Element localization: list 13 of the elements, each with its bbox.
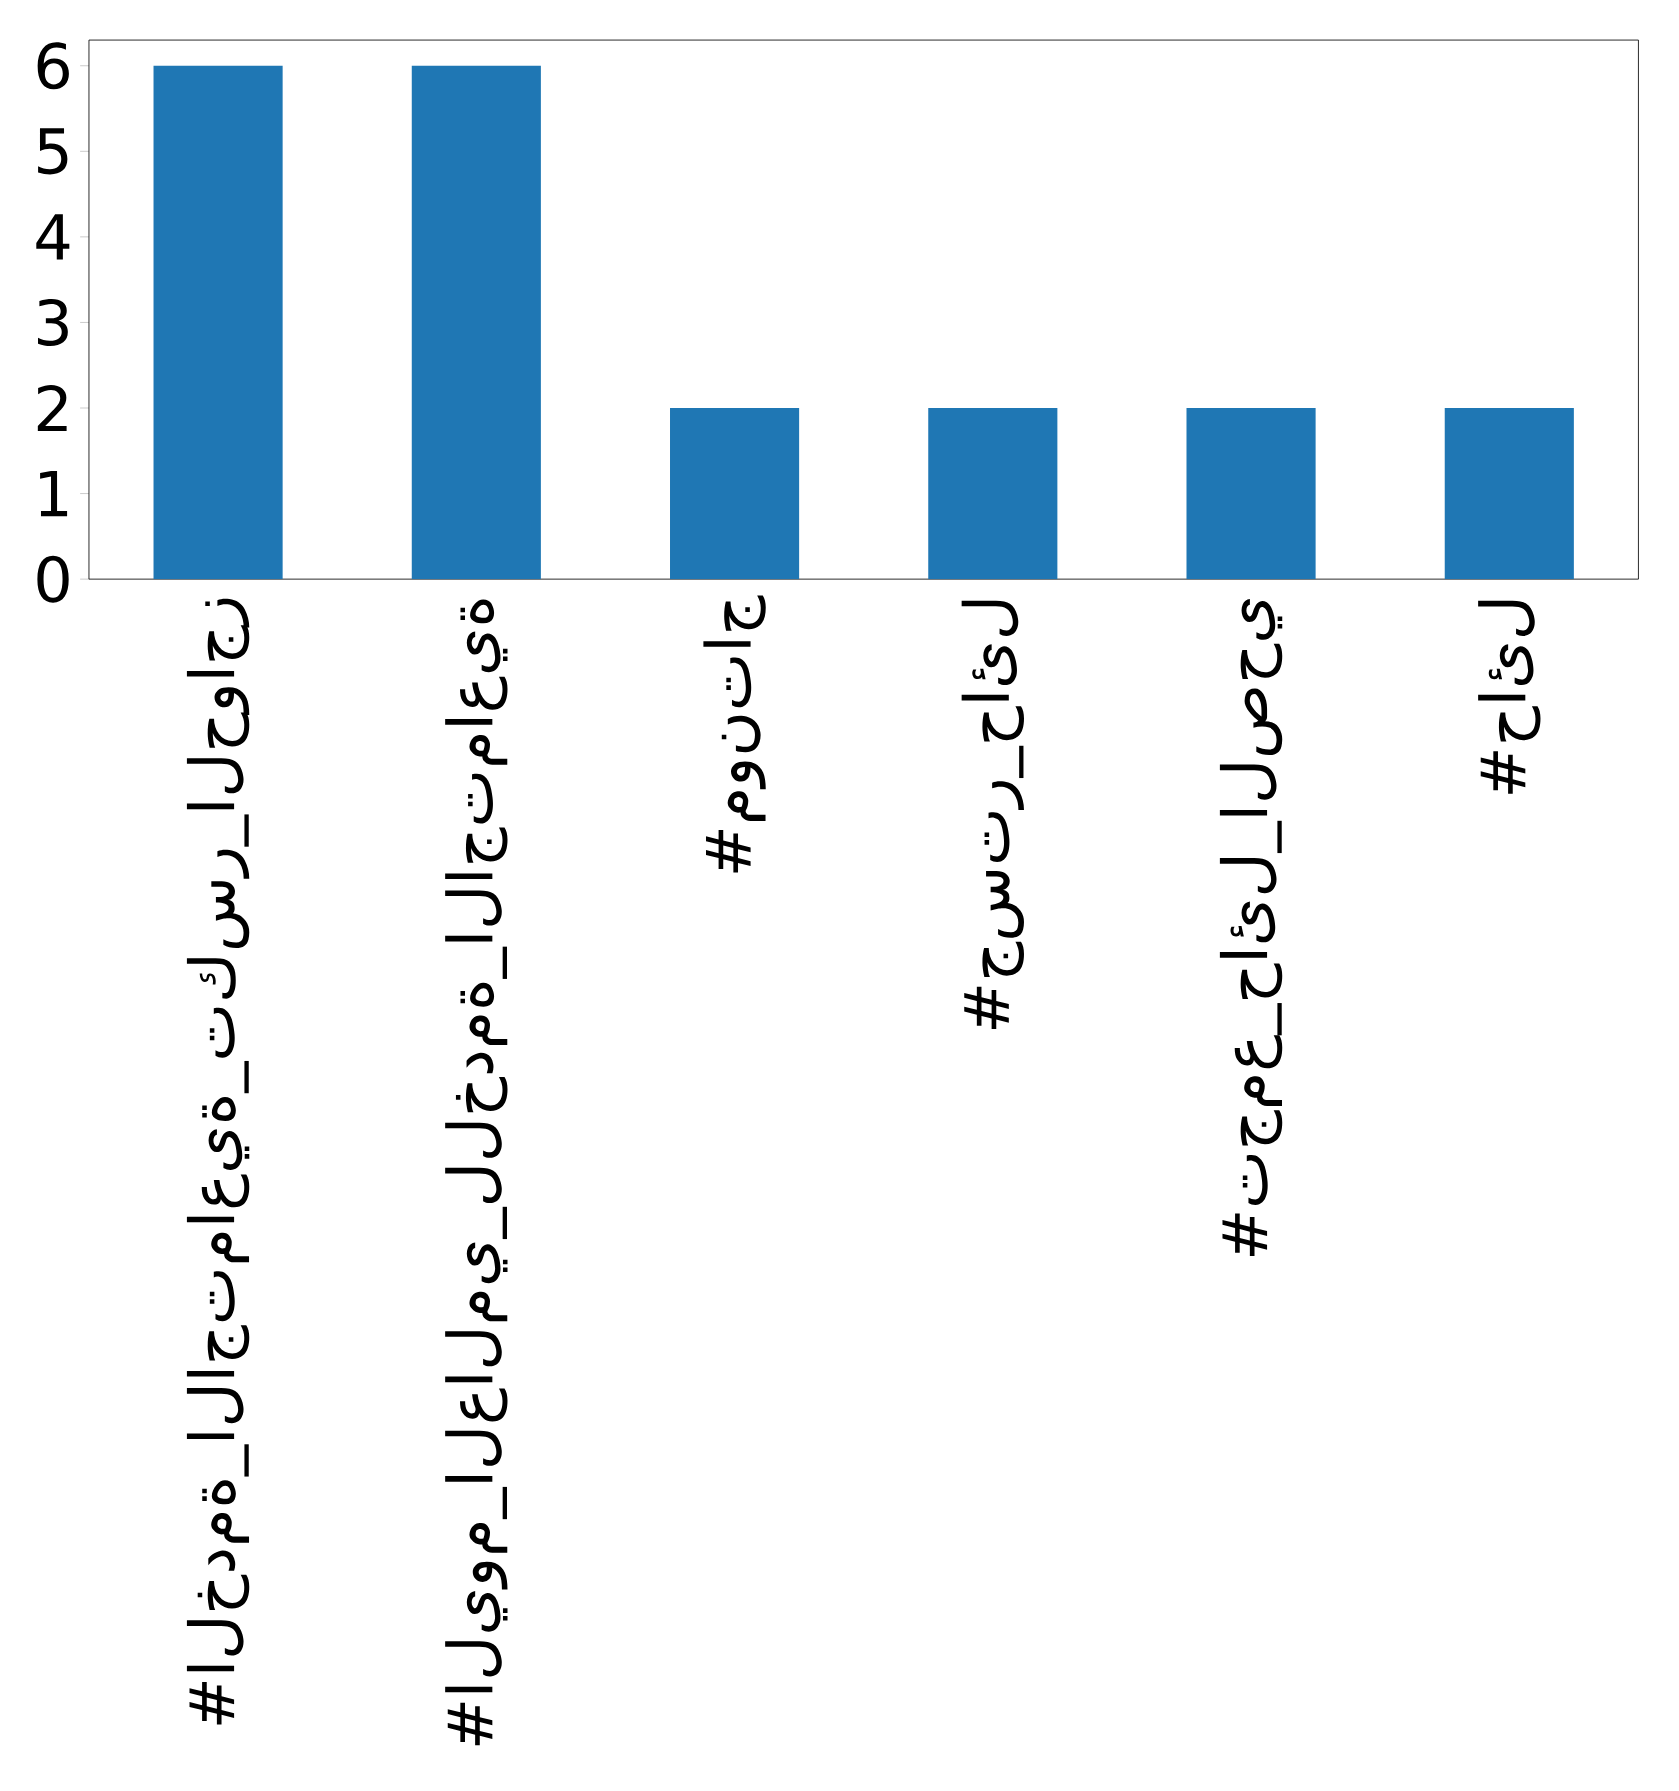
y-tick-label: 2 — [37, 384, 67, 432]
x-tick-label: #مونتاج — [703, 595, 766, 873]
y-tick-label: 4 — [36, 214, 70, 260]
y-tick-label: 0 — [37, 555, 69, 603]
y-tick-label: 3 — [38, 298, 68, 346]
y-tick-label: 5 — [38, 128, 68, 175]
x-tick-label: #اليوم_العالمي_للخدمة_الاجتماعية — [445, 599, 508, 1746]
y-tick-label: 6 — [37, 42, 69, 90]
x-tick-label: #جستر_حائل — [961, 600, 1024, 1030]
x-tick-label: #حائل — [1478, 600, 1541, 794]
x-tick-label: #الخدمة_الاجتماعية_تكسر_الحواجز — [186, 598, 250, 1725]
y-tick-label: 1 — [40, 470, 68, 517]
x-tick-label: #تجمع_حائل_الصحي — [1219, 599, 1283, 1257]
